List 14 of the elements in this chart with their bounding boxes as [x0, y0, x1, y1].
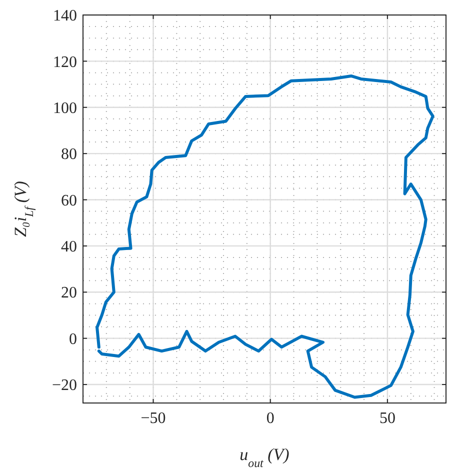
y-tick-label: 40: [61, 238, 77, 256]
y-tick-label: 20: [61, 284, 77, 302]
y-tick-label: 0: [69, 330, 77, 348]
line-series: [96, 74, 434, 399]
x-tick-label: 0: [266, 410, 274, 427]
y-tick-label: 140: [53, 8, 77, 25]
y-tick-label: 80: [61, 146, 77, 164]
x-axis-title: u$_{out}$ (V): [240, 445, 290, 470]
x-tick-label: −50: [140, 410, 166, 427]
y-tick-label: 120: [53, 54, 77, 71]
y-tick-label: −20: [52, 377, 77, 394]
y-tick-label: 100: [53, 100, 77, 117]
y-tick-label: 60: [61, 192, 77, 210]
x-tick-label: 50: [379, 410, 396, 427]
